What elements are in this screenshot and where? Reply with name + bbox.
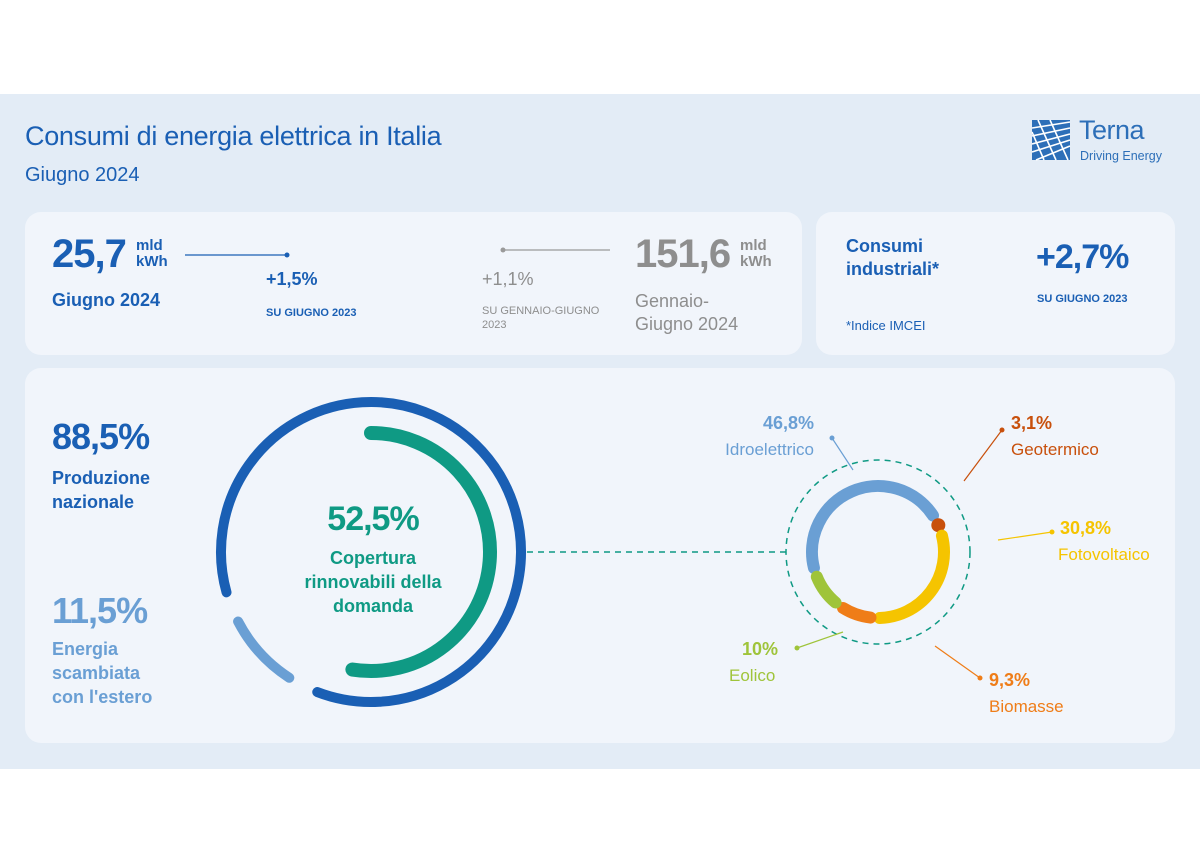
leader-wind-dot bbox=[794, 645, 800, 651]
ytd-value: 151,6 bbox=[635, 232, 731, 276]
ytd-label: Gennaio- Giugno 2024 bbox=[635, 291, 739, 334]
page-title: Consumi di energia elettrica in Italia bbox=[25, 121, 442, 151]
leader-biomass-dot bbox=[977, 675, 983, 681]
label-wind-value: 10% bbox=[742, 639, 779, 659]
renewables-outline-ring bbox=[785, 459, 971, 645]
leader-geothermal-dot bbox=[999, 427, 1005, 433]
ytd-connector-dot bbox=[500, 247, 506, 253]
segment-biomass bbox=[837, 601, 877, 624]
monthly-label: Giugno 2024 bbox=[52, 290, 161, 310]
monthly-unit: mld kWh bbox=[136, 237, 168, 270]
ytd-unit: mld kWh bbox=[740, 237, 772, 270]
supply-national-arc bbox=[216, 397, 526, 707]
consumption-summary-card bbox=[25, 212, 802, 355]
ytd-change-ref: SU GENNAIO-GIUGNO 2023 bbox=[482, 305, 600, 331]
segment-hydro bbox=[806, 480, 940, 574]
supply-foreign-arc bbox=[233, 616, 295, 683]
page-subtitle: Giugno 2024 bbox=[25, 164, 140, 186]
ytd-change: +1,1% bbox=[482, 269, 534, 289]
leader-solar-dot bbox=[1049, 529, 1055, 535]
label-solar-name: Fotovoltaico bbox=[1058, 545, 1150, 564]
monthly-change: +1,5% bbox=[266, 269, 318, 289]
label-solar-value: 30,8% bbox=[1060, 518, 1112, 538]
renewables-coverage-arc bbox=[345, 426, 497, 678]
label-hydro-name: Idroelettrico bbox=[725, 440, 814, 459]
industrial-footnote: *Indice IMCEI bbox=[846, 318, 926, 333]
leader-hydro-dot bbox=[829, 435, 835, 441]
renewables-coverage-label: Copertura rinnovabili della domanda bbox=[304, 548, 442, 616]
foreign-exchange-label: Energia scambiata con l'estero bbox=[52, 639, 153, 707]
renewables-donut bbox=[806, 480, 950, 624]
label-hydro-value: 46,8% bbox=[762, 413, 814, 433]
industrial-label: Consumi industriali* bbox=[846, 236, 940, 279]
logo-tagline: Driving Energy bbox=[1080, 149, 1162, 163]
national-production-label: Produzione nazionale bbox=[52, 468, 150, 512]
leader-hydro bbox=[831, 437, 854, 471]
terna-logo: Terna Driving Energy bbox=[1031, 115, 1182, 166]
label-biomass-value: 9,3% bbox=[989, 670, 1031, 690]
segment-wind bbox=[810, 570, 842, 609]
renewables-coverage-value: 52,5% bbox=[327, 500, 419, 538]
industrial-change: +2,7% bbox=[1036, 238, 1129, 276]
industrial-change-ref: SU GIUGNO 2023 bbox=[1037, 293, 1128, 305]
logo-name: Terna bbox=[1079, 115, 1145, 145]
leader-geothermal bbox=[963, 429, 1003, 482]
supply-donut bbox=[216, 397, 526, 707]
label-wind-name: Eolico bbox=[729, 666, 776, 685]
leader-solar bbox=[997, 531, 1053, 541]
monthly-connector-dot bbox=[284, 252, 290, 258]
leader-biomass bbox=[934, 645, 981, 679]
segment-solar bbox=[873, 529, 950, 624]
label-geothermal-name: Geotermico bbox=[1011, 440, 1099, 459]
terna-logo-icon bbox=[1031, 119, 1071, 161]
foreign-exchange-value: 11,5% bbox=[52, 590, 148, 631]
national-production-value: 88,5% bbox=[52, 416, 150, 457]
segment-geothermal bbox=[931, 518, 946, 533]
industrial-consumption-card bbox=[816, 212, 1175, 355]
label-leaders bbox=[794, 427, 1055, 681]
monthly-change-ref: SU GIUGNO 2023 bbox=[266, 307, 357, 319]
label-geothermal-value: 3,1% bbox=[1011, 413, 1053, 433]
label-biomass-name: Biomasse bbox=[989, 697, 1064, 716]
monthly-value: 25,7 bbox=[52, 232, 127, 276]
leader-wind bbox=[796, 631, 844, 649]
